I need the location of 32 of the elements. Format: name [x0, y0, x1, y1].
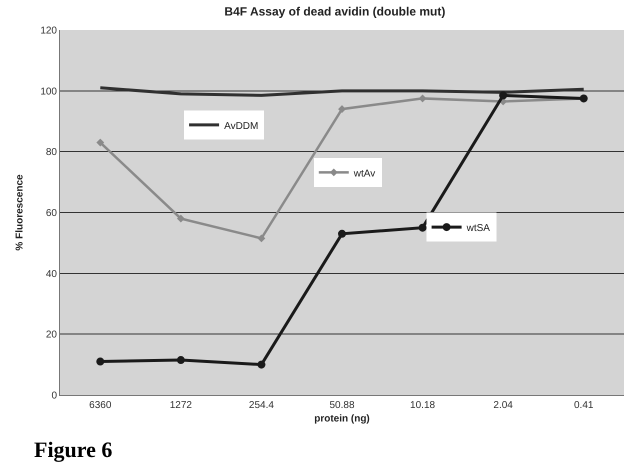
point	[176, 214, 185, 222]
legend-label: AvDDM	[224, 120, 258, 132]
y-tick-label: 0	[51, 390, 58, 402]
legend-label: wtAv	[352, 168, 376, 180]
point	[499, 91, 508, 100]
x-tick-label: 10.18	[410, 400, 436, 411]
point	[338, 230, 346, 238]
x-tick-label: 2.04	[493, 400, 514, 411]
point	[338, 105, 346, 113]
point	[418, 224, 427, 232]
y-tick-label: 80	[46, 147, 58, 158]
y-tick-label: 40	[46, 268, 58, 280]
x-tick-label: 0.41	[574, 400, 594, 411]
point	[96, 138, 104, 146]
chart-title: B4F Assay of dead avidin (double mut)	[224, 4, 446, 18]
caption: Figure 6	[34, 437, 112, 462]
x-tick-label: 1272	[170, 400, 192, 411]
point	[176, 356, 185, 364]
point	[418, 94, 426, 102]
legend-label: wtSA	[466, 223, 490, 234]
x-axis-title: protein (ng)	[314, 414, 370, 424]
point	[258, 234, 266, 242]
x-tick-label: 6360	[89, 400, 112, 411]
y-tick-label: 120	[40, 26, 58, 36]
x-tick-label: 254.4	[248, 400, 274, 411]
point	[257, 360, 266, 369]
x-tick-label: 50.88	[329, 400, 355, 411]
point	[96, 358, 104, 366]
y-tick-label: 60	[46, 208, 58, 219]
y-tick-label: 100	[40, 86, 58, 98]
y-tick-label: 20	[46, 330, 58, 341]
y-axis-title: % Fluorescence	[14, 174, 26, 251]
